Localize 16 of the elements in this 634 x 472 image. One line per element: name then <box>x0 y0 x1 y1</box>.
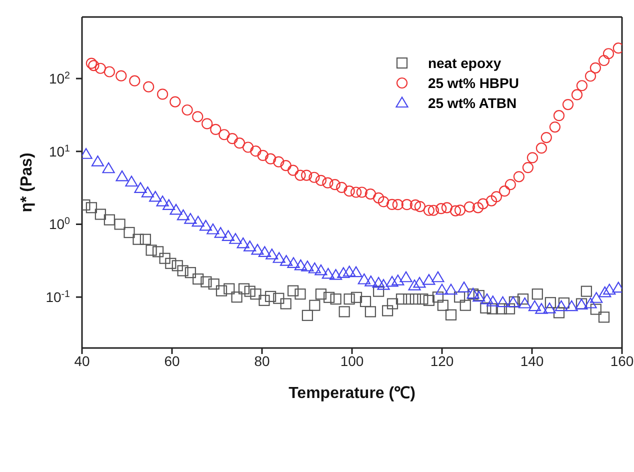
x-tick-label: 100 <box>340 352 364 369</box>
y-tick-label: 10$^{2}$ <box>48 70 70 87</box>
legend-label: neat epoxy <box>428 55 502 71</box>
y-tick-label: 10$^{-1}$ <box>46 288 70 306</box>
x-tick-label: 80 <box>254 352 270 369</box>
y-tick-label: 10$^{0}$ <box>48 216 71 232</box>
y-tick-label: 10$^{1}$ <box>48 142 70 160</box>
x-tick-label: 140 <box>520 352 544 369</box>
legend-label: 25 wt% HBPU <box>428 75 519 91</box>
legend-label: 25 wt% ATBN <box>428 95 517 111</box>
x-tick-label: 120 <box>430 352 454 369</box>
x-axis-title: Temperature (℃) <box>288 385 416 402</box>
x-tick-label: 160 <box>610 352 634 369</box>
y-axis-title: η* (Pas) <box>18 152 36 212</box>
x-tick-label: 40 <box>74 352 90 369</box>
x-tick-label: 60 <box>164 352 180 369</box>
